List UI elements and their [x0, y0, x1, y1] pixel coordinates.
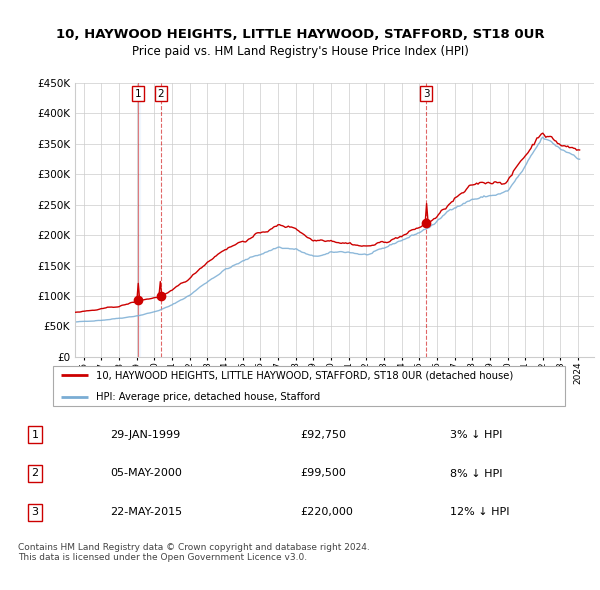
- Text: HPI: Average price, detached house, Stafford: HPI: Average price, detached house, Staf…: [95, 392, 320, 402]
- Text: 1: 1: [135, 88, 142, 99]
- Text: 3% ↓ HPI: 3% ↓ HPI: [450, 430, 502, 440]
- Text: 12% ↓ HPI: 12% ↓ HPI: [450, 507, 509, 517]
- Text: 2: 2: [158, 88, 164, 99]
- FancyBboxPatch shape: [53, 366, 565, 406]
- Text: Contains HM Land Registry data © Crown copyright and database right 2024.
This d: Contains HM Land Registry data © Crown c…: [18, 543, 370, 562]
- Text: £220,000: £220,000: [300, 507, 353, 517]
- Text: 8% ↓ HPI: 8% ↓ HPI: [450, 468, 502, 478]
- Text: 29-JAN-1999: 29-JAN-1999: [110, 430, 180, 440]
- Text: 05-MAY-2000: 05-MAY-2000: [110, 468, 182, 478]
- Text: 3: 3: [423, 88, 430, 99]
- Text: 3: 3: [32, 507, 38, 517]
- Text: £92,750: £92,750: [300, 430, 346, 440]
- Bar: [137, 83, 140, 357]
- Text: 10, HAYWOOD HEIGHTS, LITTLE HAYWOOD, STAFFORD, ST18 0UR: 10, HAYWOOD HEIGHTS, LITTLE HAYWOOD, STA…: [56, 28, 544, 41]
- Text: 1: 1: [32, 430, 38, 440]
- Text: Price paid vs. HM Land Registry's House Price Index (HPI): Price paid vs. HM Land Registry's House …: [131, 45, 469, 58]
- Text: 2: 2: [31, 468, 38, 478]
- Text: 10, HAYWOOD HEIGHTS, LITTLE HAYWOOD, STAFFORD, ST18 0UR (detached house): 10, HAYWOOD HEIGHTS, LITTLE HAYWOOD, STA…: [95, 370, 513, 380]
- Text: £99,500: £99,500: [300, 468, 346, 478]
- Text: 22-MAY-2015: 22-MAY-2015: [110, 507, 182, 517]
